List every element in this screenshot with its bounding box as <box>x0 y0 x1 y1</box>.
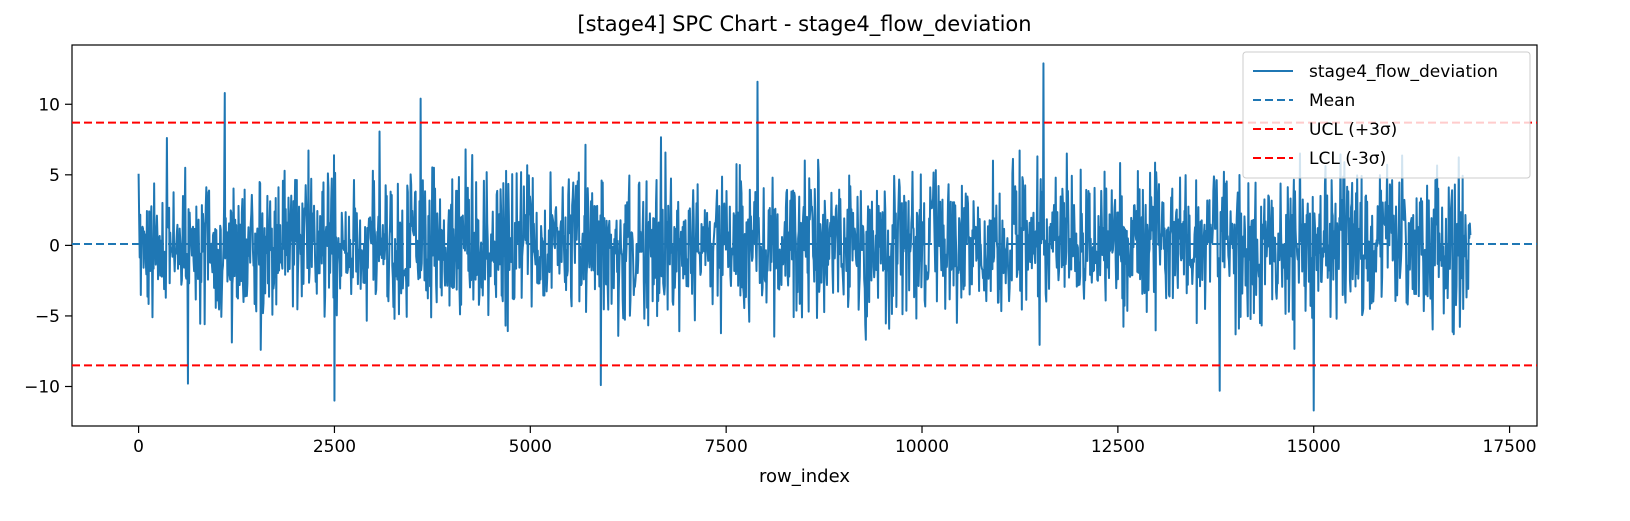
legend-entry-ucl: UCL (+3σ) <box>1253 120 1397 140</box>
legend-label: LCL (-3σ) <box>1309 149 1386 169</box>
legend-entry-mean: Mean <box>1253 91 1355 111</box>
legend: stage4_flow_deviation Mean UCL (+3σ) LCL (-… <box>1242 51 1531 179</box>
legend-label: stage4_flow_deviation <box>1309 62 1498 82</box>
y-tick-label: −10 <box>24 377 60 397</box>
x-tick-label: 17500 <box>1483 437 1537 457</box>
x-tick-label: 7500 <box>705 437 748 457</box>
y-tick-label: 5 <box>49 166 60 186</box>
chart-title: [stage4] SPC Chart - stage4_flow_deviati… <box>577 12 1031 37</box>
x-axis-label: row_index <box>759 466 850 487</box>
x-tick-label: 10000 <box>895 437 949 457</box>
x-tick-label: 0 <box>133 437 144 457</box>
x-tick-label: 2500 <box>313 437 356 457</box>
y-tick-label: 0 <box>49 236 60 256</box>
legend-label: UCL (+3σ) <box>1309 120 1397 140</box>
y-axis: −10 −5 0 5 10 <box>24 95 72 397</box>
legend-entry-lcl: LCL (-3σ) <box>1253 149 1386 169</box>
x-tick-label: 5000 <box>509 437 552 457</box>
x-axis: 0 2500 5000 7500 10000 12500 15000 17500 <box>133 426 1537 457</box>
x-tick-label: 15000 <box>1287 437 1341 457</box>
y-tick-label: 10 <box>38 95 60 115</box>
legend-label: Mean <box>1309 91 1355 111</box>
y-tick-label: −5 <box>35 307 60 327</box>
legend-entry-series: stage4_flow_deviation <box>1253 62 1498 82</box>
series-layer <box>137 62 1472 412</box>
plot-area <box>71 44 1538 427</box>
legend-box <box>1242 51 1531 179</box>
series-line-stage4-flow-deviation <box>137 62 1472 412</box>
limit-lines <box>72 121 1537 367</box>
x-tick-label: 12500 <box>1091 437 1145 457</box>
plot-frame <box>71 44 1538 427</box>
